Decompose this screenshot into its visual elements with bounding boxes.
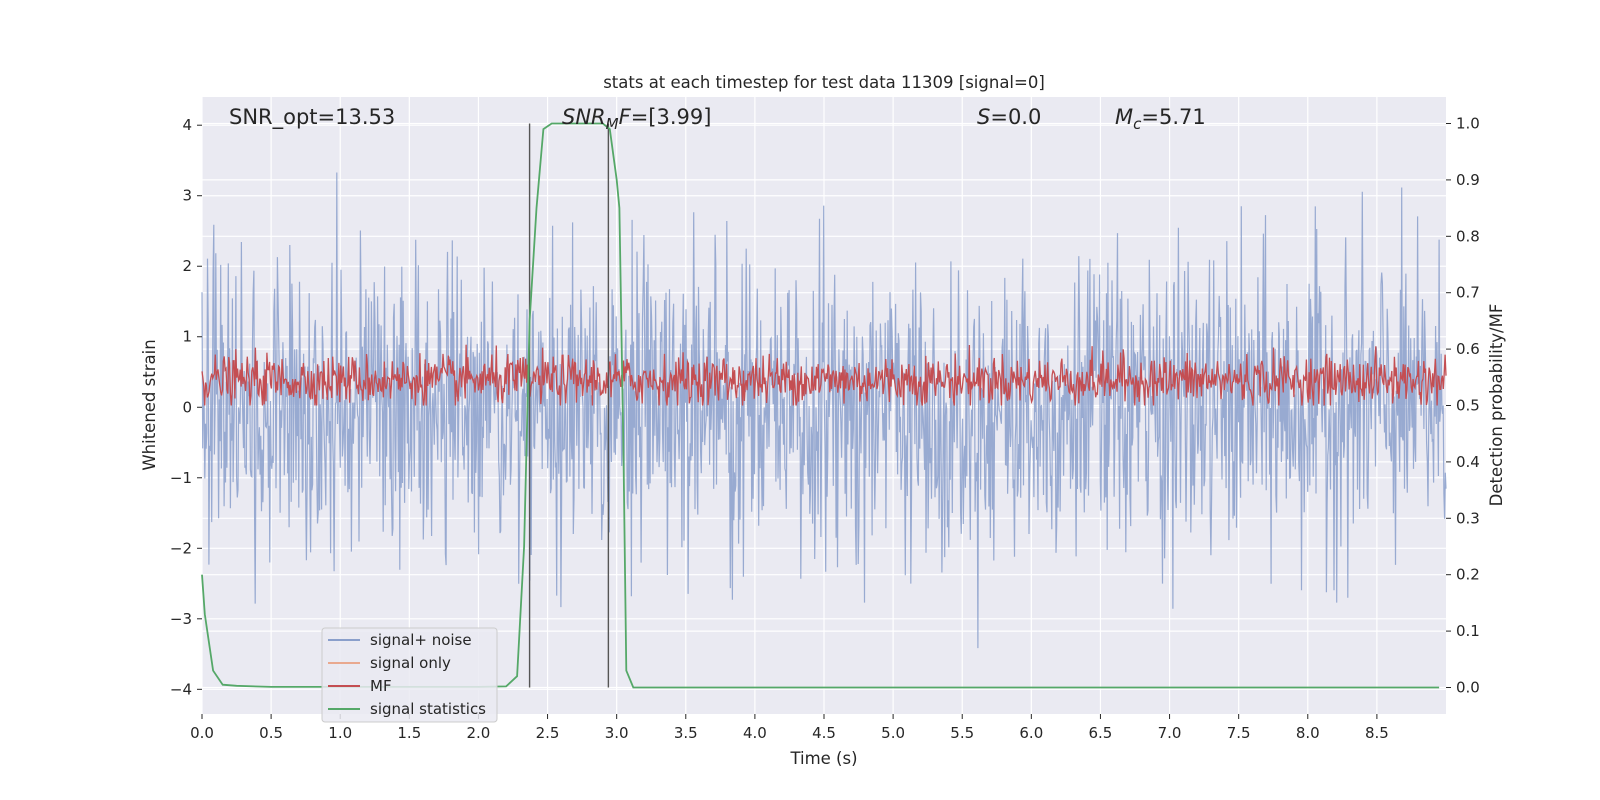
y-axis-ticks: −4 −3 −2 −1 0 1 2 3 4 bbox=[170, 116, 202, 698]
y-right-axis-ticks: 0.0 0.1 0.2 0.3 0.4 0.5 0.6 0.7 0.8 0.9 1.0 bbox=[1446, 115, 1480, 696]
legend-label-signal-statistics: signal statistics bbox=[370, 700, 486, 718]
y-right-tick-label-4: 0.4 bbox=[1456, 453, 1480, 471]
y-right-tick-label-5: 0.5 bbox=[1456, 397, 1480, 415]
y-right-tick-label-6: 0.6 bbox=[1456, 340, 1480, 358]
y-axis-label: Whitened strain bbox=[140, 339, 159, 470]
legend-label-mf: MF bbox=[370, 677, 392, 695]
x-tick-label-6: 3.0 bbox=[605, 724, 629, 742]
y-right-tick-label-10: 1.0 bbox=[1456, 115, 1480, 133]
legend: signal+ noise signal only MF signal stat… bbox=[321, 627, 498, 723]
y-right-tick-label-9: 0.9 bbox=[1456, 171, 1480, 189]
x-tick-label-12: 6.0 bbox=[1019, 724, 1043, 742]
x-tick-label-9: 4.5 bbox=[812, 724, 836, 742]
y-tick-label-8: 4 bbox=[182, 116, 192, 134]
series-signal-statistics bbox=[201, 122, 1440, 689]
legend-label-signal-only: signal only bbox=[370, 654, 451, 672]
x-tick-label-15: 7.5 bbox=[1227, 724, 1251, 742]
x-tick-label-11: 5.5 bbox=[950, 724, 974, 742]
y-tick-label-2: −2 bbox=[170, 539, 192, 557]
x-axis-ticks: 0.0 0.5 1.0 1.5 2.0 2.5 3.0 3.5 4.0 4.5 5.0 5.5 6.0 6… bbox=[190, 714, 1389, 742]
y-right-axis-label: Detection probability/MF bbox=[1487, 304, 1506, 507]
series-signal-noise bbox=[201, 172, 1447, 649]
annotation-snr-opt: SNR_opt=13.53 bbox=[229, 105, 395, 130]
annotation-mc-value: =5.71 bbox=[1141, 105, 1205, 129]
annotation-snr-mf-symbol: SNR bbox=[562, 105, 606, 129]
series-mf bbox=[201, 344, 1447, 406]
y-tick-label-1: −3 bbox=[170, 610, 192, 628]
y-tick-label-3: −1 bbox=[170, 469, 192, 487]
y-tick-label-4: 0 bbox=[182, 398, 192, 416]
annotation-mc-symbol: M bbox=[1115, 105, 1133, 129]
line-signal-statistics bbox=[201, 122, 1440, 689]
x-tick-label-7: 3.5 bbox=[674, 724, 698, 742]
y-tick-label-0: −4 bbox=[170, 680, 192, 698]
annotation-snr-mf-value: =[3.99] bbox=[631, 105, 712, 129]
y-right-tick-label-3: 0.3 bbox=[1456, 509, 1480, 527]
chart-title: stats at each timestep for test data 113… bbox=[603, 73, 1045, 92]
x-tick-label-16: 8.0 bbox=[1296, 724, 1320, 742]
annotation-mc: Mc=5.71 bbox=[1115, 105, 1206, 133]
y-right-tick-label-8: 0.8 bbox=[1456, 227, 1480, 245]
x-tick-label-13: 6.5 bbox=[1089, 724, 1113, 742]
line-signal-noise bbox=[201, 172, 1447, 649]
y-right-tick-label-1: 0.1 bbox=[1456, 622, 1480, 640]
x-tick-label-17: 8.5 bbox=[1365, 724, 1389, 742]
y-right-tick-label-7: 0.7 bbox=[1456, 284, 1480, 302]
x-tick-label-4: 2.0 bbox=[467, 724, 491, 742]
x-tick-label-5: 2.5 bbox=[536, 724, 560, 742]
x-tick-label-0: 0.0 bbox=[190, 724, 214, 742]
y-tick-label-5: 1 bbox=[182, 328, 192, 346]
annotation-mc-subscript: c bbox=[1133, 115, 1142, 133]
annotation-s-value: =0.0 bbox=[990, 105, 1041, 129]
x-tick-label-2: 1.0 bbox=[328, 724, 352, 742]
x-tick-label-3: 1.5 bbox=[397, 724, 421, 742]
annotation-snr-mf-symbol-f: F bbox=[619, 105, 632, 129]
legend-label-signal-noise: signal+ noise bbox=[370, 631, 472, 649]
y-right-tick-label-0: 0.0 bbox=[1456, 678, 1480, 696]
x-tick-label-14: 7.0 bbox=[1158, 724, 1182, 742]
annotation-snr-mf-subscript: M bbox=[606, 115, 619, 133]
x-axis-label: Time (s) bbox=[789, 749, 857, 768]
vertical-markers bbox=[528, 123, 610, 688]
annotation-snr-mf: SNRMF=[3.99] bbox=[562, 105, 711, 133]
annotation-s-symbol: S bbox=[977, 105, 990, 129]
x-tick-label-1: 0.5 bbox=[259, 724, 283, 742]
line-mf bbox=[201, 344, 1447, 406]
y-tick-label-6: 2 bbox=[182, 257, 192, 275]
y-right-tick-label-2: 0.2 bbox=[1456, 566, 1480, 584]
legend-box bbox=[321, 627, 498, 723]
y-tick-label-7: 3 bbox=[182, 187, 192, 205]
annotation-s: S=0.0 bbox=[977, 105, 1041, 129]
x-tick-label-8: 4.0 bbox=[743, 724, 767, 742]
x-tick-label-10: 5.0 bbox=[881, 724, 905, 742]
